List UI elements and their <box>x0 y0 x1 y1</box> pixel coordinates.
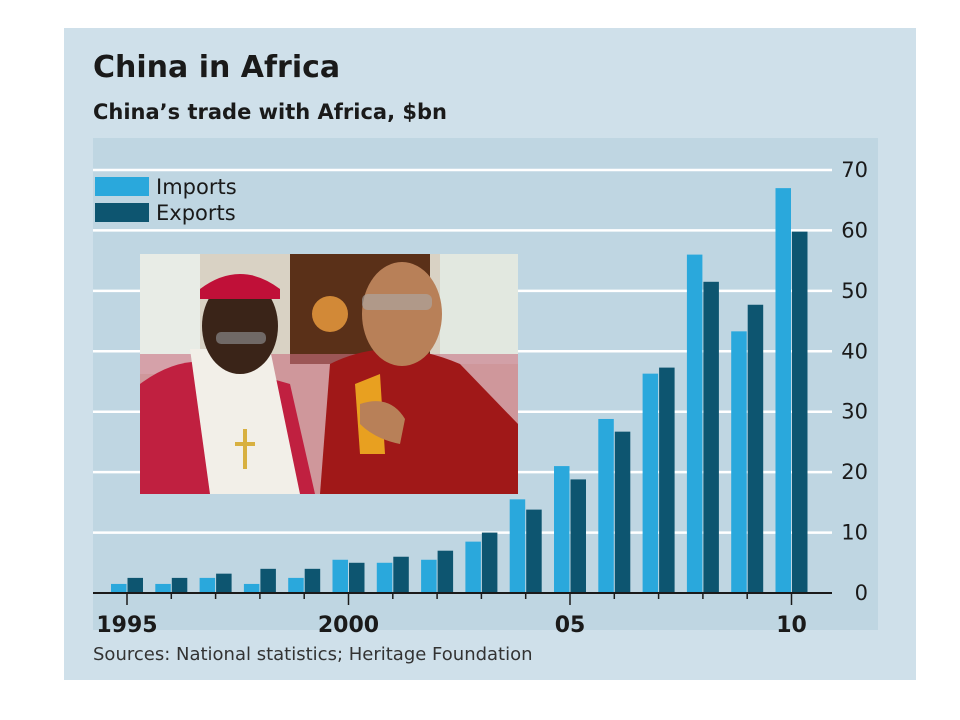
exports-bar <box>526 509 542 593</box>
chart-title: China in Africa <box>93 50 341 85</box>
legend-label: Imports <box>156 175 237 199</box>
y-tick-label: 0 <box>855 581 868 605</box>
x-tick-label: 10 <box>776 613 807 638</box>
exports-bar <box>703 281 719 593</box>
legend-label: Exports <box>156 201 236 225</box>
exports-bar <box>393 556 409 593</box>
exports-bar <box>614 431 631 593</box>
imports-bar <box>332 559 348 593</box>
x-tick-label: 05 <box>555 613 586 638</box>
imports-bar <box>243 583 260 593</box>
y-tick-label: 60 <box>841 218 868 242</box>
y-tick-label: 10 <box>841 521 868 545</box>
exports-bar <box>260 568 276 593</box>
exports-bar <box>747 304 764 593</box>
imports-bar <box>509 499 526 593</box>
chart-subtitle: China’s trade with Africa, $bn <box>93 100 447 124</box>
imports-bar <box>642 373 659 593</box>
exports-bar <box>792 231 808 593</box>
photo-two-men <box>140 254 518 494</box>
imports-bar <box>554 466 570 593</box>
imports-bar <box>376 562 393 593</box>
imports-bar <box>155 583 171 593</box>
exports-bar <box>437 550 454 593</box>
exports-bar <box>481 532 498 593</box>
imports-bar <box>686 254 703 593</box>
exports-bar <box>127 577 143 593</box>
exports-bar <box>349 562 365 593</box>
y-tick-label: 40 <box>841 339 868 363</box>
exports-bar <box>171 577 188 593</box>
legend-swatch <box>95 203 149 222</box>
exports-bar <box>216 573 232 593</box>
imports-bar <box>598 418 614 593</box>
imports-bar <box>731 331 747 593</box>
legend-swatch <box>95 177 149 196</box>
imports-bar <box>775 188 791 593</box>
y-tick-label: 70 <box>841 158 868 182</box>
exports-bar <box>304 568 321 593</box>
imports-bar <box>199 577 216 593</box>
y-tick-label: 20 <box>841 460 868 484</box>
exports-bar <box>659 367 675 593</box>
y-tick-label: 50 <box>841 279 868 303</box>
imports-bar <box>465 541 481 593</box>
y-tick-label: 30 <box>841 400 868 424</box>
source-note: Sources: National statistics; Heritage F… <box>93 644 533 665</box>
x-tick-label: 1995 <box>96 613 157 638</box>
x-tick-label: 2000 <box>318 613 379 638</box>
exports-bar <box>570 479 586 593</box>
imports-bar <box>111 583 127 593</box>
imports-bar <box>421 559 437 593</box>
imports-bar <box>288 577 304 593</box>
